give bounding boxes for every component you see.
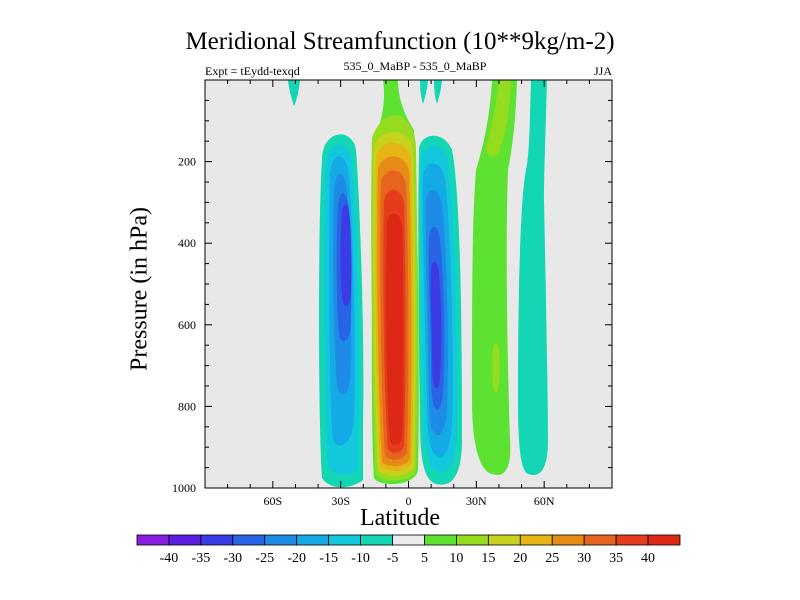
y-tick-label: 1000 xyxy=(172,481,196,495)
experiment-label: Expt = tEydd-texqd xyxy=(205,64,300,78)
colorbar-label: -25 xyxy=(255,551,274,566)
colorbar-swatch xyxy=(456,534,489,546)
colorbar-swatch xyxy=(583,534,617,546)
colorbar-swatch xyxy=(424,534,457,546)
colorbar-label: -5 xyxy=(387,551,399,566)
colorbar-swatch xyxy=(551,534,585,546)
colorbar-label: 20 xyxy=(513,551,527,566)
colorbar-swatch xyxy=(615,534,649,546)
contour-nh-10 xyxy=(486,80,511,157)
chart-title: Meridional Streamfunction (10**9kg/m-2) xyxy=(185,28,615,55)
x-tick-label: 60N xyxy=(534,494,555,508)
colorbar-label: -40 xyxy=(160,551,179,566)
colorbar-label: -30 xyxy=(223,551,242,566)
colorbar-swatch xyxy=(296,534,330,546)
contour-fills xyxy=(288,80,548,488)
colorbar-swatch xyxy=(168,534,202,546)
x-tick-label: 60S xyxy=(263,494,282,508)
colorbar-swatch xyxy=(232,534,266,546)
y-tick-label: 600 xyxy=(178,318,196,332)
colorbar-swatch xyxy=(264,534,298,546)
colorbar-label: 10 xyxy=(449,551,463,566)
colorbar-label: 25 xyxy=(545,551,559,566)
colorbar-swatch xyxy=(360,534,393,546)
colorbar-swatch xyxy=(328,534,361,546)
contour-top-minus5-a xyxy=(288,80,300,106)
colorbar-swatch xyxy=(200,534,234,546)
colorbar-label: 30 xyxy=(577,551,591,566)
contour-top-minus5-b xyxy=(420,80,428,104)
colorbar: -40 -35 -30 -25 -20 -15 -10 -5 5 10 15 20 25 30 35 40 xyxy=(136,534,681,566)
colorbar-label: 5 xyxy=(421,551,428,566)
contour-sh-minus30 xyxy=(340,204,352,306)
colorbar-swatch xyxy=(136,534,170,546)
contour-top-minus5-c xyxy=(434,80,442,104)
colorbar-swatch xyxy=(392,534,425,546)
season-label: JJA xyxy=(593,64,612,78)
colorbar-label: 15 xyxy=(481,551,495,566)
colorbar-swatch xyxy=(647,534,681,546)
colorbar-label: -15 xyxy=(319,551,338,566)
colorbar-label: 40 xyxy=(641,551,655,566)
colorbar-label: 35 xyxy=(609,551,623,566)
axes: 60S 30S 0 30N 60N 200 400 600 800 1000 xyxy=(172,80,612,508)
x-tick-label: 30N xyxy=(466,494,487,508)
contour-nh-5 xyxy=(472,80,517,475)
colorbar-swatch xyxy=(487,534,521,546)
x-tick-label: 0 xyxy=(406,494,412,508)
contour-nh-minus30 xyxy=(430,261,442,389)
colorbar-swatch xyxy=(519,534,553,546)
contour-nh-hl-minus5 xyxy=(518,80,548,475)
colorbar-label: -35 xyxy=(192,551,211,566)
y-tick-label: 800 xyxy=(178,399,196,413)
x-tick-label: 30S xyxy=(331,494,350,508)
x-axis-label: Latitude xyxy=(360,505,440,531)
contour-nh-10b xyxy=(492,342,500,393)
colorbar-label: -20 xyxy=(287,551,306,566)
comparison-label: 535_0_MaBP - 535_0_MaBP xyxy=(343,59,487,73)
y-tick-label: 400 xyxy=(178,236,196,250)
contour-eq-40 xyxy=(386,213,404,445)
colorbar-label: -10 xyxy=(351,551,370,566)
y-tick-label: 200 xyxy=(178,155,196,169)
